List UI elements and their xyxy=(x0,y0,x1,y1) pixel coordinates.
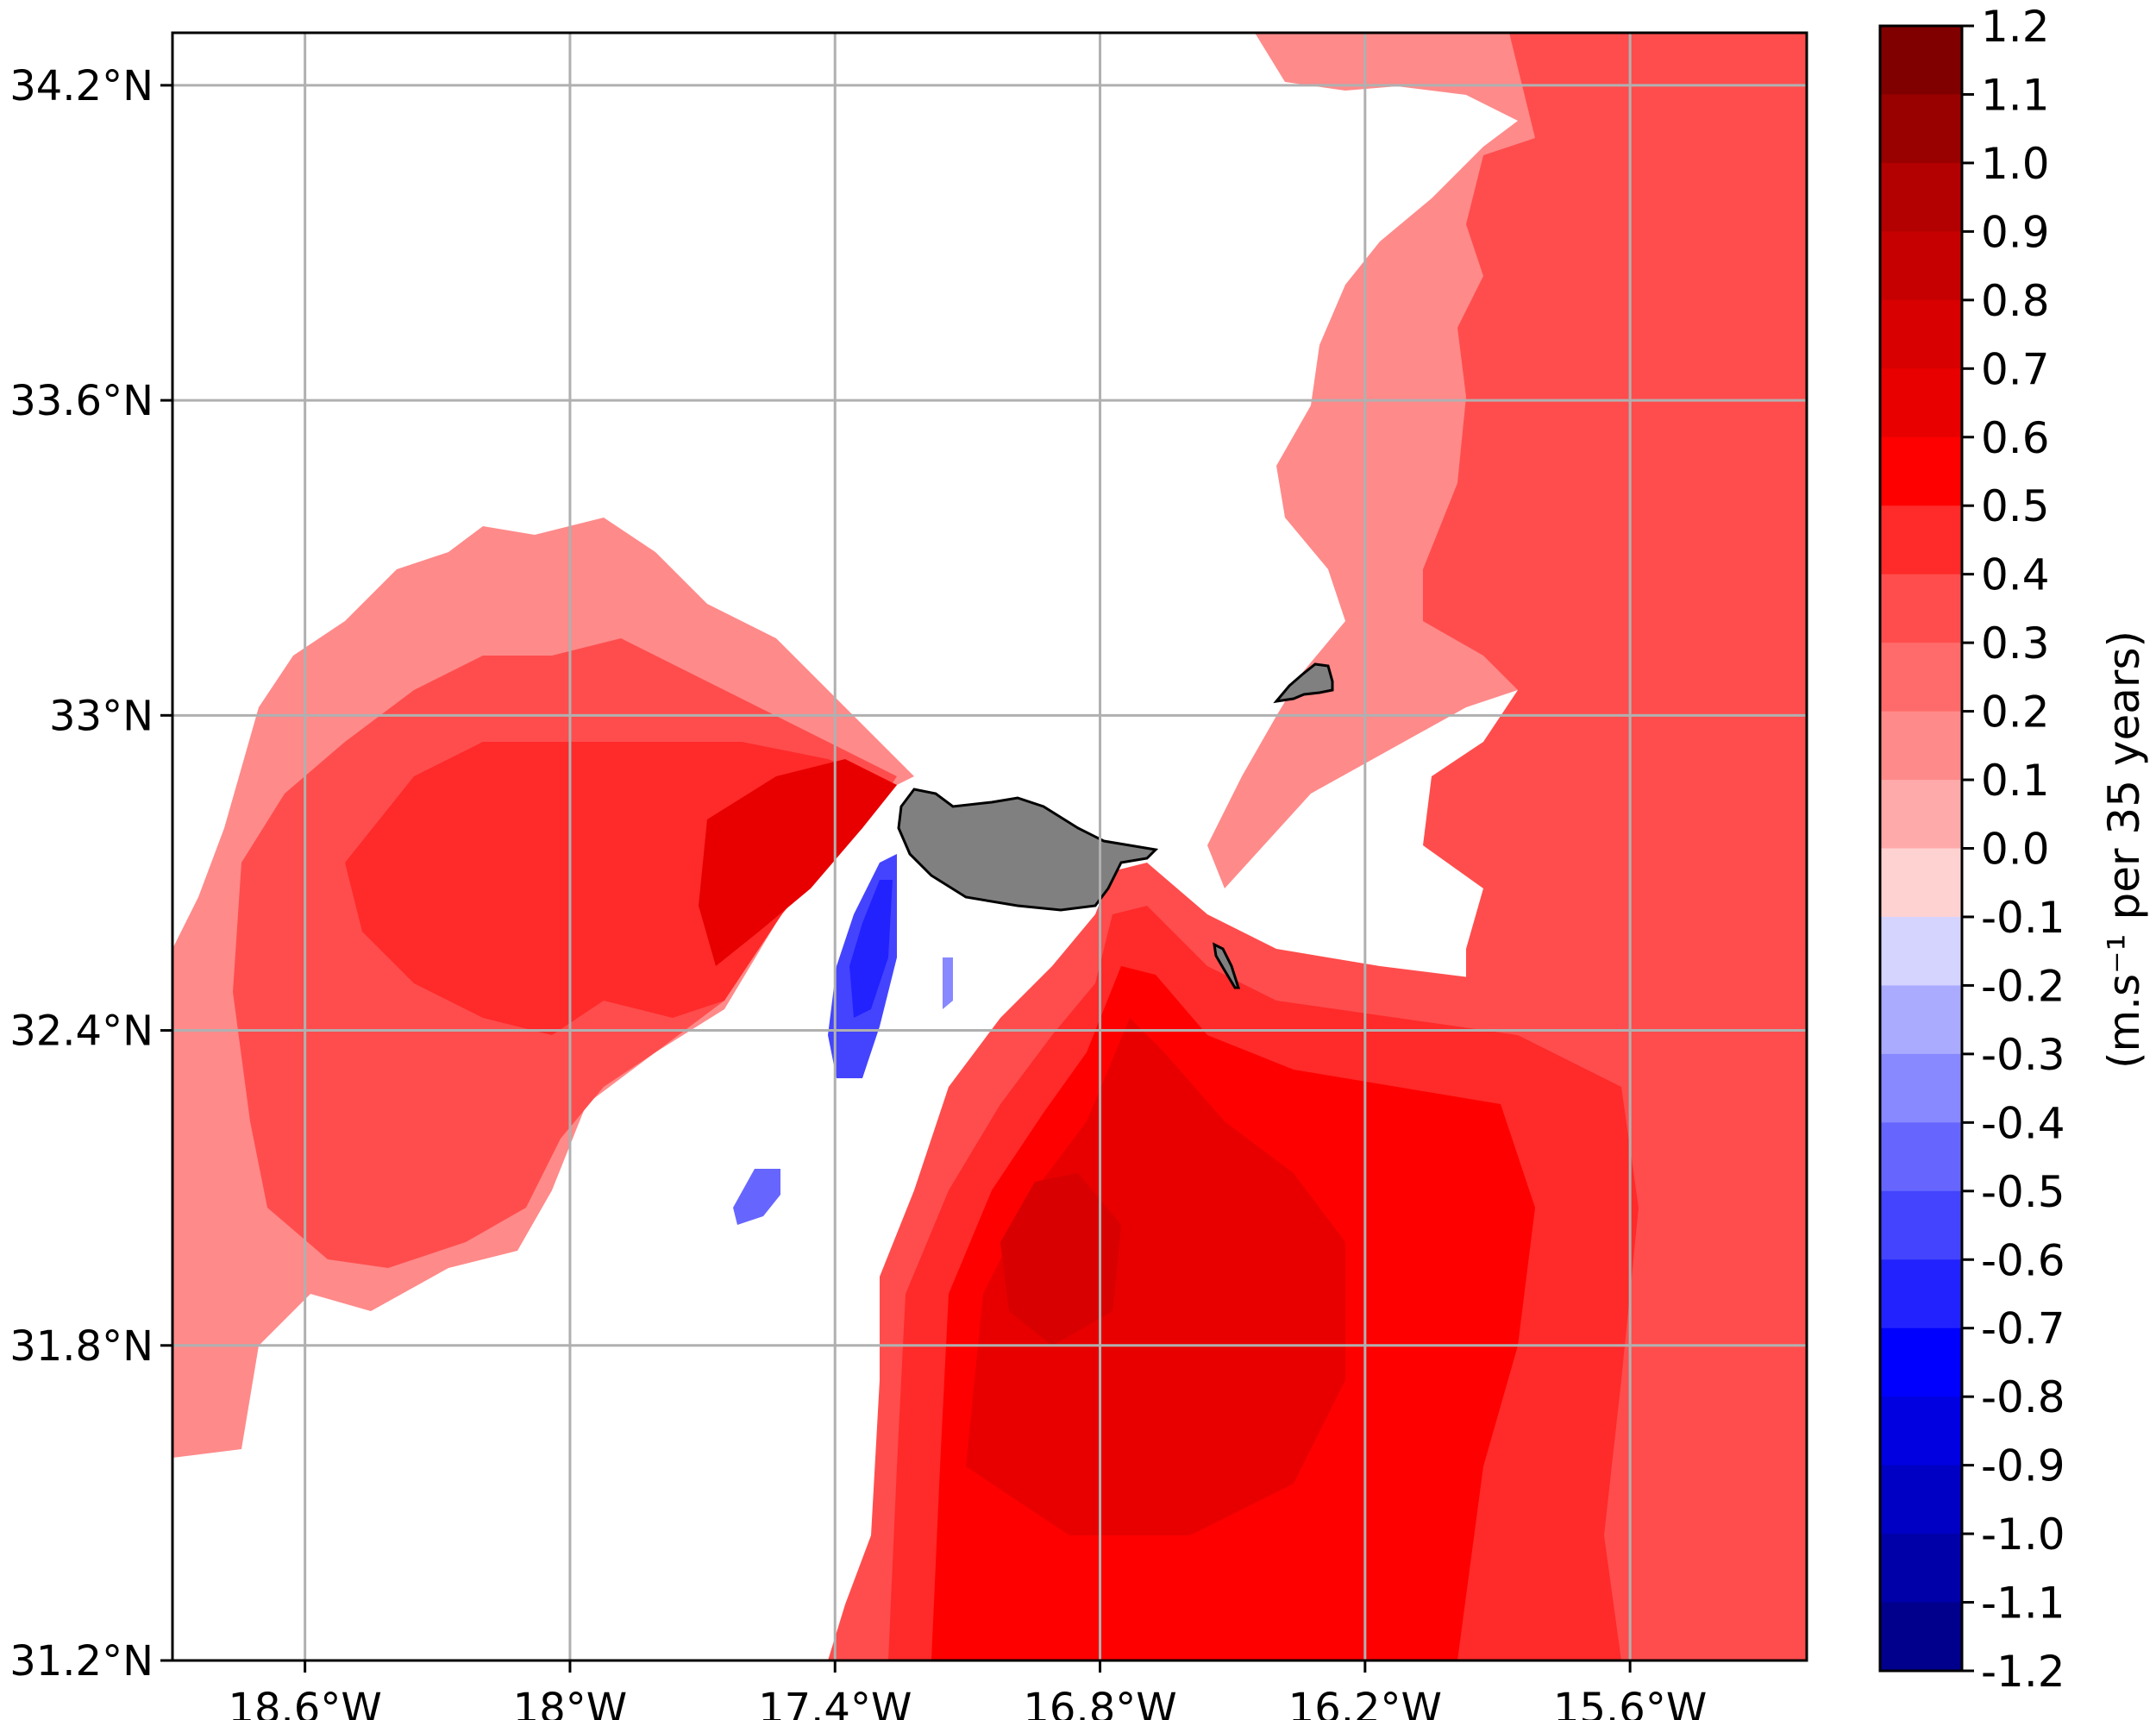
colorbar-swatch xyxy=(1880,1602,1962,1672)
colorbar-swatch xyxy=(1880,1053,1962,1123)
x-tick-label: 16.8°W xyxy=(1023,1685,1176,1720)
colorbar-tick-label: -0.5 xyxy=(1981,1167,2065,1217)
islands xyxy=(897,662,1334,989)
colorbar-swatch xyxy=(1880,436,1962,506)
x-tick-label: 18°W xyxy=(513,1685,628,1720)
colorbar-tick-label: 0.7 xyxy=(1981,344,2050,394)
colorbar-tick-label: 1.0 xyxy=(1981,139,2050,189)
colorbar-tick-label: -0.4 xyxy=(1981,1098,2065,1148)
colorbar-swatch xyxy=(1880,1328,1962,1397)
colorbar-swatch xyxy=(1880,985,1962,1055)
colorbar-tick-label: 0.9 xyxy=(1981,207,2050,257)
map-panel xyxy=(171,31,1808,1662)
region-w-strong xyxy=(699,759,897,966)
grid-lines xyxy=(172,33,1807,1662)
colorbar-swatch xyxy=(1880,780,1962,850)
colorbar-tick-label: -1.1 xyxy=(1981,1579,2065,1629)
colorbar-swatch xyxy=(1880,643,1962,712)
colorbar-tick-label: 0.0 xyxy=(1981,825,2050,875)
colorbar-swatch xyxy=(1880,1534,1962,1604)
colorbar-swatch xyxy=(1880,1122,1962,1192)
colorbar-tick-label: -0.1 xyxy=(1981,893,2065,943)
y-tick-label: 31.2°N xyxy=(9,1637,154,1685)
colorbar-tick-label: 0.2 xyxy=(1981,687,2050,738)
colorbar-swatch xyxy=(1880,162,1962,232)
blue-patch-small xyxy=(733,1169,780,1225)
x-tick-label: 17.4°W xyxy=(758,1685,912,1720)
colorbar-swatch xyxy=(1880,848,1962,918)
colorbar-swatch xyxy=(1880,1465,1962,1535)
colorbar-swatch xyxy=(1880,1397,1962,1466)
y-tick-label: 31.8°N xyxy=(9,1322,154,1371)
colorbar-tick-label: -0.2 xyxy=(1981,961,2065,1011)
x-tick-label: 15.6°W xyxy=(1553,1685,1707,1720)
island-madeira xyxy=(897,788,1159,912)
y-tick-label: 34.2°N xyxy=(9,62,154,110)
colorbar-swatch xyxy=(1880,26,1962,96)
colorbar-tick-label: -1.2 xyxy=(1981,1647,2065,1697)
colorbar-swatch xyxy=(1880,1259,1962,1329)
colorbar-tick-label: 0.8 xyxy=(1981,276,2050,326)
x-axis-ticks: 18.6°W 18°W 17.4°W 16.8°W 16.2°W 15.6°W xyxy=(228,1660,1707,1720)
colorbar-tick-label: -0.3 xyxy=(1981,1030,2065,1080)
colorbar-tick-label: -0.9 xyxy=(1981,1441,2065,1491)
blue-patch-tiny xyxy=(943,957,953,1009)
map-frame xyxy=(171,31,1808,1662)
y-tick-label: 33°N xyxy=(49,692,154,740)
colorbar-swatch xyxy=(1880,505,1962,575)
y-axis-ticks: 34.2°N 33.6°N 33°N 32.4°N 31.8°N 31.2°N xyxy=(9,62,172,1685)
y-tick-label: 32.4°N xyxy=(9,1008,154,1056)
colorbar-swatch xyxy=(1880,574,1962,643)
colorbar-tick-label: -0.8 xyxy=(1981,1372,2065,1422)
colorbar-tick-label: -0.6 xyxy=(1981,1235,2065,1285)
colorbar-label: (m.s⁻¹ per 35 years) xyxy=(2099,631,2149,1069)
colorbar-tick-label: -1.0 xyxy=(1981,1510,2065,1560)
colorbar-tick-label: 0.6 xyxy=(1981,413,2050,463)
x-tick-label: 16.2°W xyxy=(1288,1685,1442,1720)
colorbar: 1.2 1.1 1.0 0.9 0.8 0.7 0.6 0.5 0.4 0.3 0.2 0.1 0.0 -… xyxy=(1878,2,2149,1697)
region-se-peak xyxy=(1000,1173,1121,1346)
trend-field xyxy=(172,33,1807,1660)
colorbar-tick-label: -0.7 xyxy=(1981,1304,2065,1354)
colorbar-swatch xyxy=(1880,231,1962,301)
colorbar-tick-label: 0.5 xyxy=(1981,481,2050,531)
region-se-core xyxy=(966,1018,1345,1535)
colorbar-swatch xyxy=(1880,711,1962,781)
colorbar-tick-label: 1.1 xyxy=(1981,70,2050,120)
island-porto-santo xyxy=(1273,662,1334,704)
island-desertas xyxy=(1213,942,1241,989)
colorbar-tick-label: 0.4 xyxy=(1981,550,2050,600)
colorbar-tick-label: 0.1 xyxy=(1981,756,2050,806)
colorbar-swatch xyxy=(1880,368,1962,438)
blue-patch-large-core xyxy=(849,880,893,1018)
y-tick-label: 33.6°N xyxy=(9,377,154,425)
x-tick-label: 18.6°W xyxy=(228,1685,381,1720)
colorbar-tick-label: 0.3 xyxy=(1981,618,2050,669)
colorbar-swatch xyxy=(1880,916,1962,987)
colorbar-ticks: 1.2 1.1 1.0 0.9 0.8 0.7 0.6 0.5 0.4 0.3 0.2 0.1 0.0 -… xyxy=(1962,2,2065,1697)
colorbar-swatch xyxy=(1880,299,1962,369)
colorbar-swatches xyxy=(1880,26,1962,1672)
colorbar-swatch xyxy=(1880,1190,1962,1260)
colorbar-tick-label: 1.2 xyxy=(1981,2,2050,52)
colorbar-swatch xyxy=(1880,94,1962,164)
